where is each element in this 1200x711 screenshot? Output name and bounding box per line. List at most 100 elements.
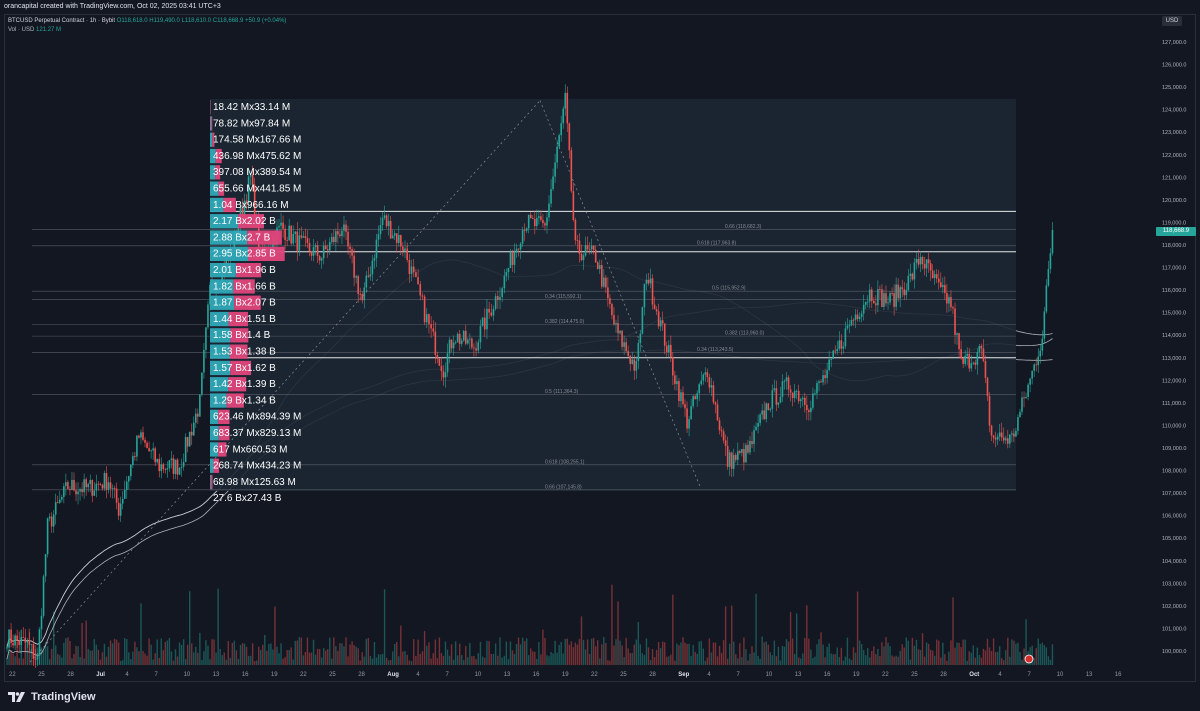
time-tick-label: 16 <box>824 672 831 678</box>
candle-body <box>954 308 956 335</box>
profile-sell-bar <box>228 377 247 392</box>
candle-body <box>690 406 692 420</box>
volume-bar <box>806 605 808 665</box>
candle-body <box>929 263 932 271</box>
candle-body <box>197 413 199 417</box>
volume-label[interactable]: Vol · USD <box>8 27 35 33</box>
volume-bar <box>195 646 197 665</box>
volume-bar <box>385 657 388 665</box>
candle-body <box>757 423 759 427</box>
volume-bar <box>704 660 707 665</box>
volume-bar <box>601 644 603 665</box>
volume-bar <box>747 660 749 665</box>
candle-body <box>205 327 207 350</box>
volume-bar <box>785 639 788 665</box>
candle-body <box>743 449 745 463</box>
volume-bar <box>948 651 950 665</box>
tradingview-logo[interactable]: TradingView <box>8 690 96 704</box>
volume-bar <box>592 638 595 665</box>
volume-bar <box>938 640 940 665</box>
profile-row-label: 2.88 Bx2.7 B <box>213 232 271 243</box>
currency-badge[interactable]: USD <box>1162 16 1182 26</box>
candle-body <box>97 483 100 485</box>
symbol-title[interactable]: BTCUSD Perpetual Contract · 1h · Bybit <box>8 18 116 24</box>
candle-body <box>978 346 981 353</box>
volume-bar <box>458 643 461 665</box>
candle-body <box>627 351 629 356</box>
volume-bar <box>158 657 160 665</box>
volume-bar <box>290 647 292 665</box>
candle-body <box>176 459 179 475</box>
candle-body <box>603 277 605 287</box>
candle-body <box>44 554 47 577</box>
candle-body <box>523 229 526 231</box>
candle-body <box>988 396 991 426</box>
candle-body <box>387 220 390 227</box>
candle-body <box>600 265 603 287</box>
candle-body <box>850 319 853 326</box>
volume-bar <box>645 638 648 665</box>
candle-body <box>400 235 402 247</box>
candle-body <box>83 479 85 493</box>
candle-body <box>288 225 290 241</box>
volume-bar <box>1031 645 1033 665</box>
volume-bar <box>497 655 499 665</box>
volume-bar <box>209 659 211 665</box>
time-tick-label: 19 <box>562 672 569 678</box>
price-axis: 127,000.0 126,000.0 125,000.0 124,000.0 123,… <box>1162 40 1186 655</box>
candle-body <box>119 503 122 516</box>
volume-bar <box>12 653 14 665</box>
volume-bar <box>597 640 599 665</box>
fib-level-label: 0.618 (108,255.1) <box>545 459 585 465</box>
volume-bar <box>990 651 993 665</box>
candle-body <box>858 316 861 319</box>
chart-legend: BTCUSD Perpetual Contract · 1h · Bybit O… <box>8 17 286 35</box>
volume-bar <box>415 655 417 665</box>
volume-bar <box>511 650 514 665</box>
candle-body <box>903 289 906 296</box>
volume-bar <box>972 645 974 665</box>
candle-body <box>868 289 871 302</box>
time-tick-label: Sep <box>678 672 689 678</box>
volume-bar <box>479 641 482 665</box>
volume-bar <box>879 656 881 665</box>
candle-body <box>477 342 480 351</box>
candle-body <box>631 359 634 364</box>
volume-bar <box>712 642 715 665</box>
volume-bar <box>578 639 581 665</box>
volume-bar <box>327 649 329 665</box>
candle-body <box>77 491 79 495</box>
volume-bar <box>897 656 899 665</box>
price-tick-label: 104,000.0 <box>1162 559 1186 565</box>
time-tick-label: 25 <box>38 672 45 678</box>
candle-body <box>937 278 940 283</box>
volume-bar <box>419 653 421 665</box>
candle-body <box>747 444 749 453</box>
candle-body <box>162 464 165 470</box>
candle-body <box>121 498 124 504</box>
candle-body <box>73 479 75 491</box>
price-tick-label: 106,000.0 <box>1162 514 1186 520</box>
candle-body <box>570 150 573 192</box>
candle-body <box>887 302 889 304</box>
candle-body <box>432 328 435 332</box>
volume-bar <box>383 589 386 665</box>
candle-body <box>349 246 351 250</box>
volume-bar <box>174 649 177 665</box>
candle-body <box>444 372 447 378</box>
volume-bar <box>499 637 501 665</box>
volume-bar <box>655 649 658 665</box>
volume-bar <box>925 642 928 665</box>
candle-body <box>948 297 950 304</box>
volume-bar <box>1021 659 1023 665</box>
profile-row-label: 1.53 Bx1.38 B <box>213 347 276 358</box>
volume-bar <box>63 642 65 665</box>
volume-bar <box>89 650 91 665</box>
volume-bar <box>733 641 735 665</box>
fib-level-label: 0.5 (115,952.9) <box>712 286 746 292</box>
candle-body <box>316 245 319 257</box>
volume-bar <box>85 620 87 665</box>
candle-body <box>980 346 983 349</box>
volume-bar <box>911 637 914 665</box>
